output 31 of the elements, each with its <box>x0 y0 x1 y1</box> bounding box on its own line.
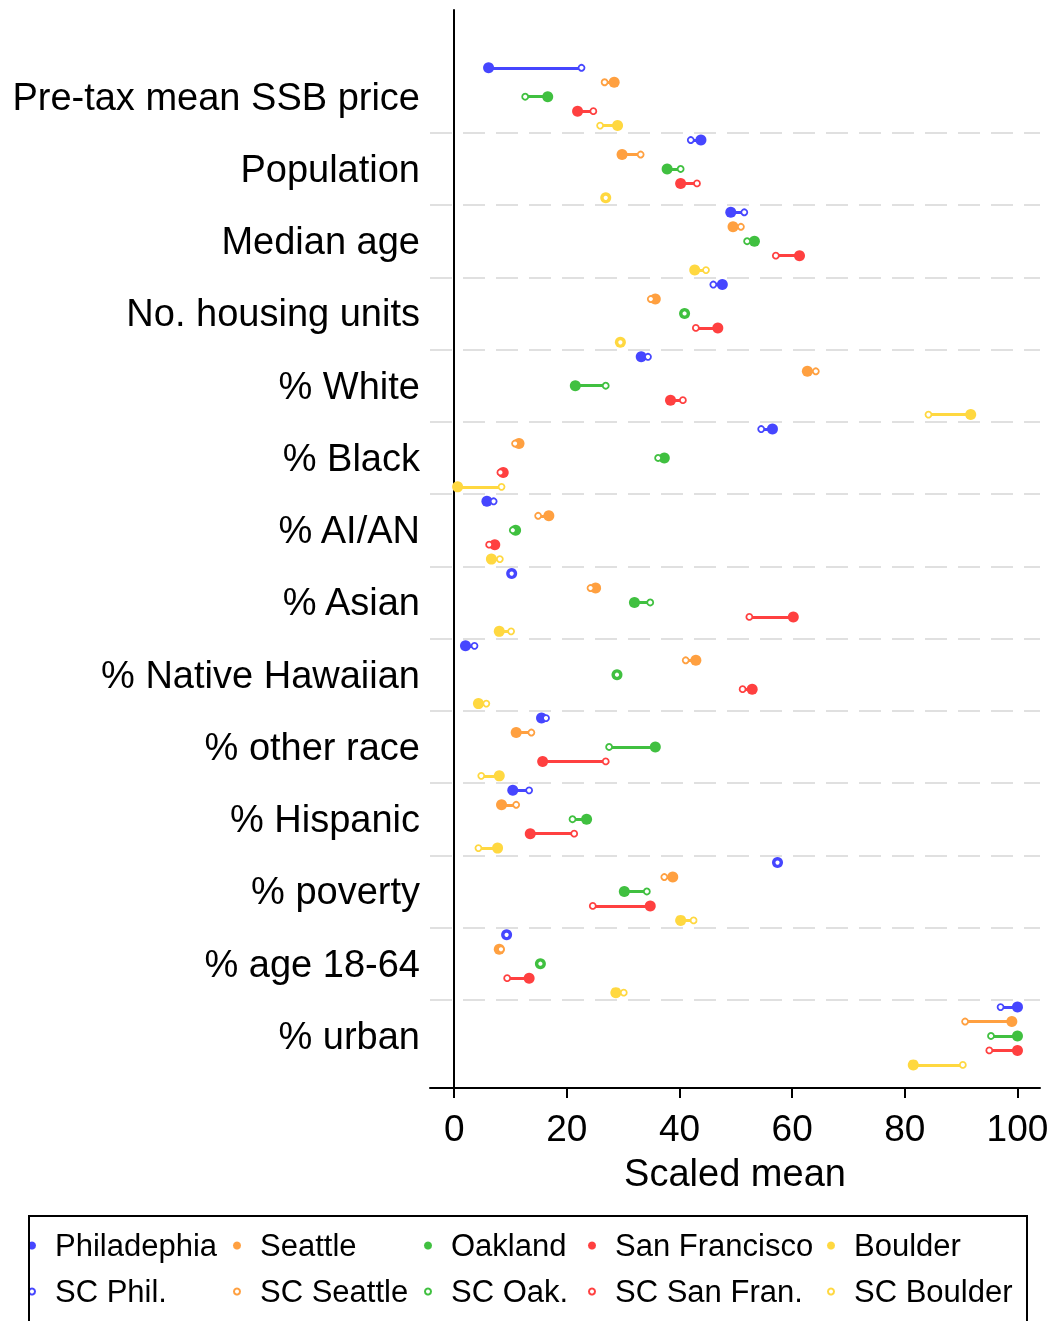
legend-label: SC Seattle <box>260 1274 409 1309</box>
legend-label: San Francisco <box>615 1228 814 1263</box>
legend-label: SC Phil. <box>55 1274 167 1309</box>
legend-label: SC Boulder <box>854 1274 1013 1309</box>
x-tick-label: 80 <box>884 1108 926 1149</box>
y-tick-label: % poverty <box>251 870 420 913</box>
y-tick-label: No. housing units <box>126 292 420 335</box>
legend-label: SC Oak. <box>451 1274 569 1309</box>
x-tick-label: 20 <box>546 1108 588 1149</box>
x-axis-title: Scaled mean <box>624 1152 846 1194</box>
x-tick-label: 40 <box>658 1108 701 1149</box>
legend-label: SC San Fran. <box>615 1274 803 1309</box>
y-tick-label: % AI/AN <box>278 509 420 552</box>
y-tick-label: % Hispanic <box>229 798 420 841</box>
y-tick-label: % age 18-64 <box>204 942 420 985</box>
y-tick-label: % other race <box>204 725 420 768</box>
y-tick-label: % Black <box>282 436 421 479</box>
y-tick-label: % White <box>278 364 420 407</box>
y-tick-label: % Native Hawaiian <box>101 653 420 696</box>
y-tick-label: Population <box>240 147 420 190</box>
legend-label: Boulder <box>854 1228 961 1263</box>
x-tick-label: 100 <box>986 1108 1049 1149</box>
legend-label: Philadephia <box>55 1228 218 1263</box>
y-tick-label: % Asian <box>282 581 420 624</box>
y-tick-label: Median age <box>221 220 420 263</box>
y-tick-label: % urban <box>278 1014 420 1057</box>
legend-label: Oakland <box>451 1228 567 1263</box>
x-tick-label: 0 <box>443 1108 465 1149</box>
legend-label: Seattle <box>260 1228 357 1263</box>
x-tick-label: 60 <box>771 1108 813 1149</box>
y-tick-label: Pre-tax mean SSB price <box>12 75 420 118</box>
